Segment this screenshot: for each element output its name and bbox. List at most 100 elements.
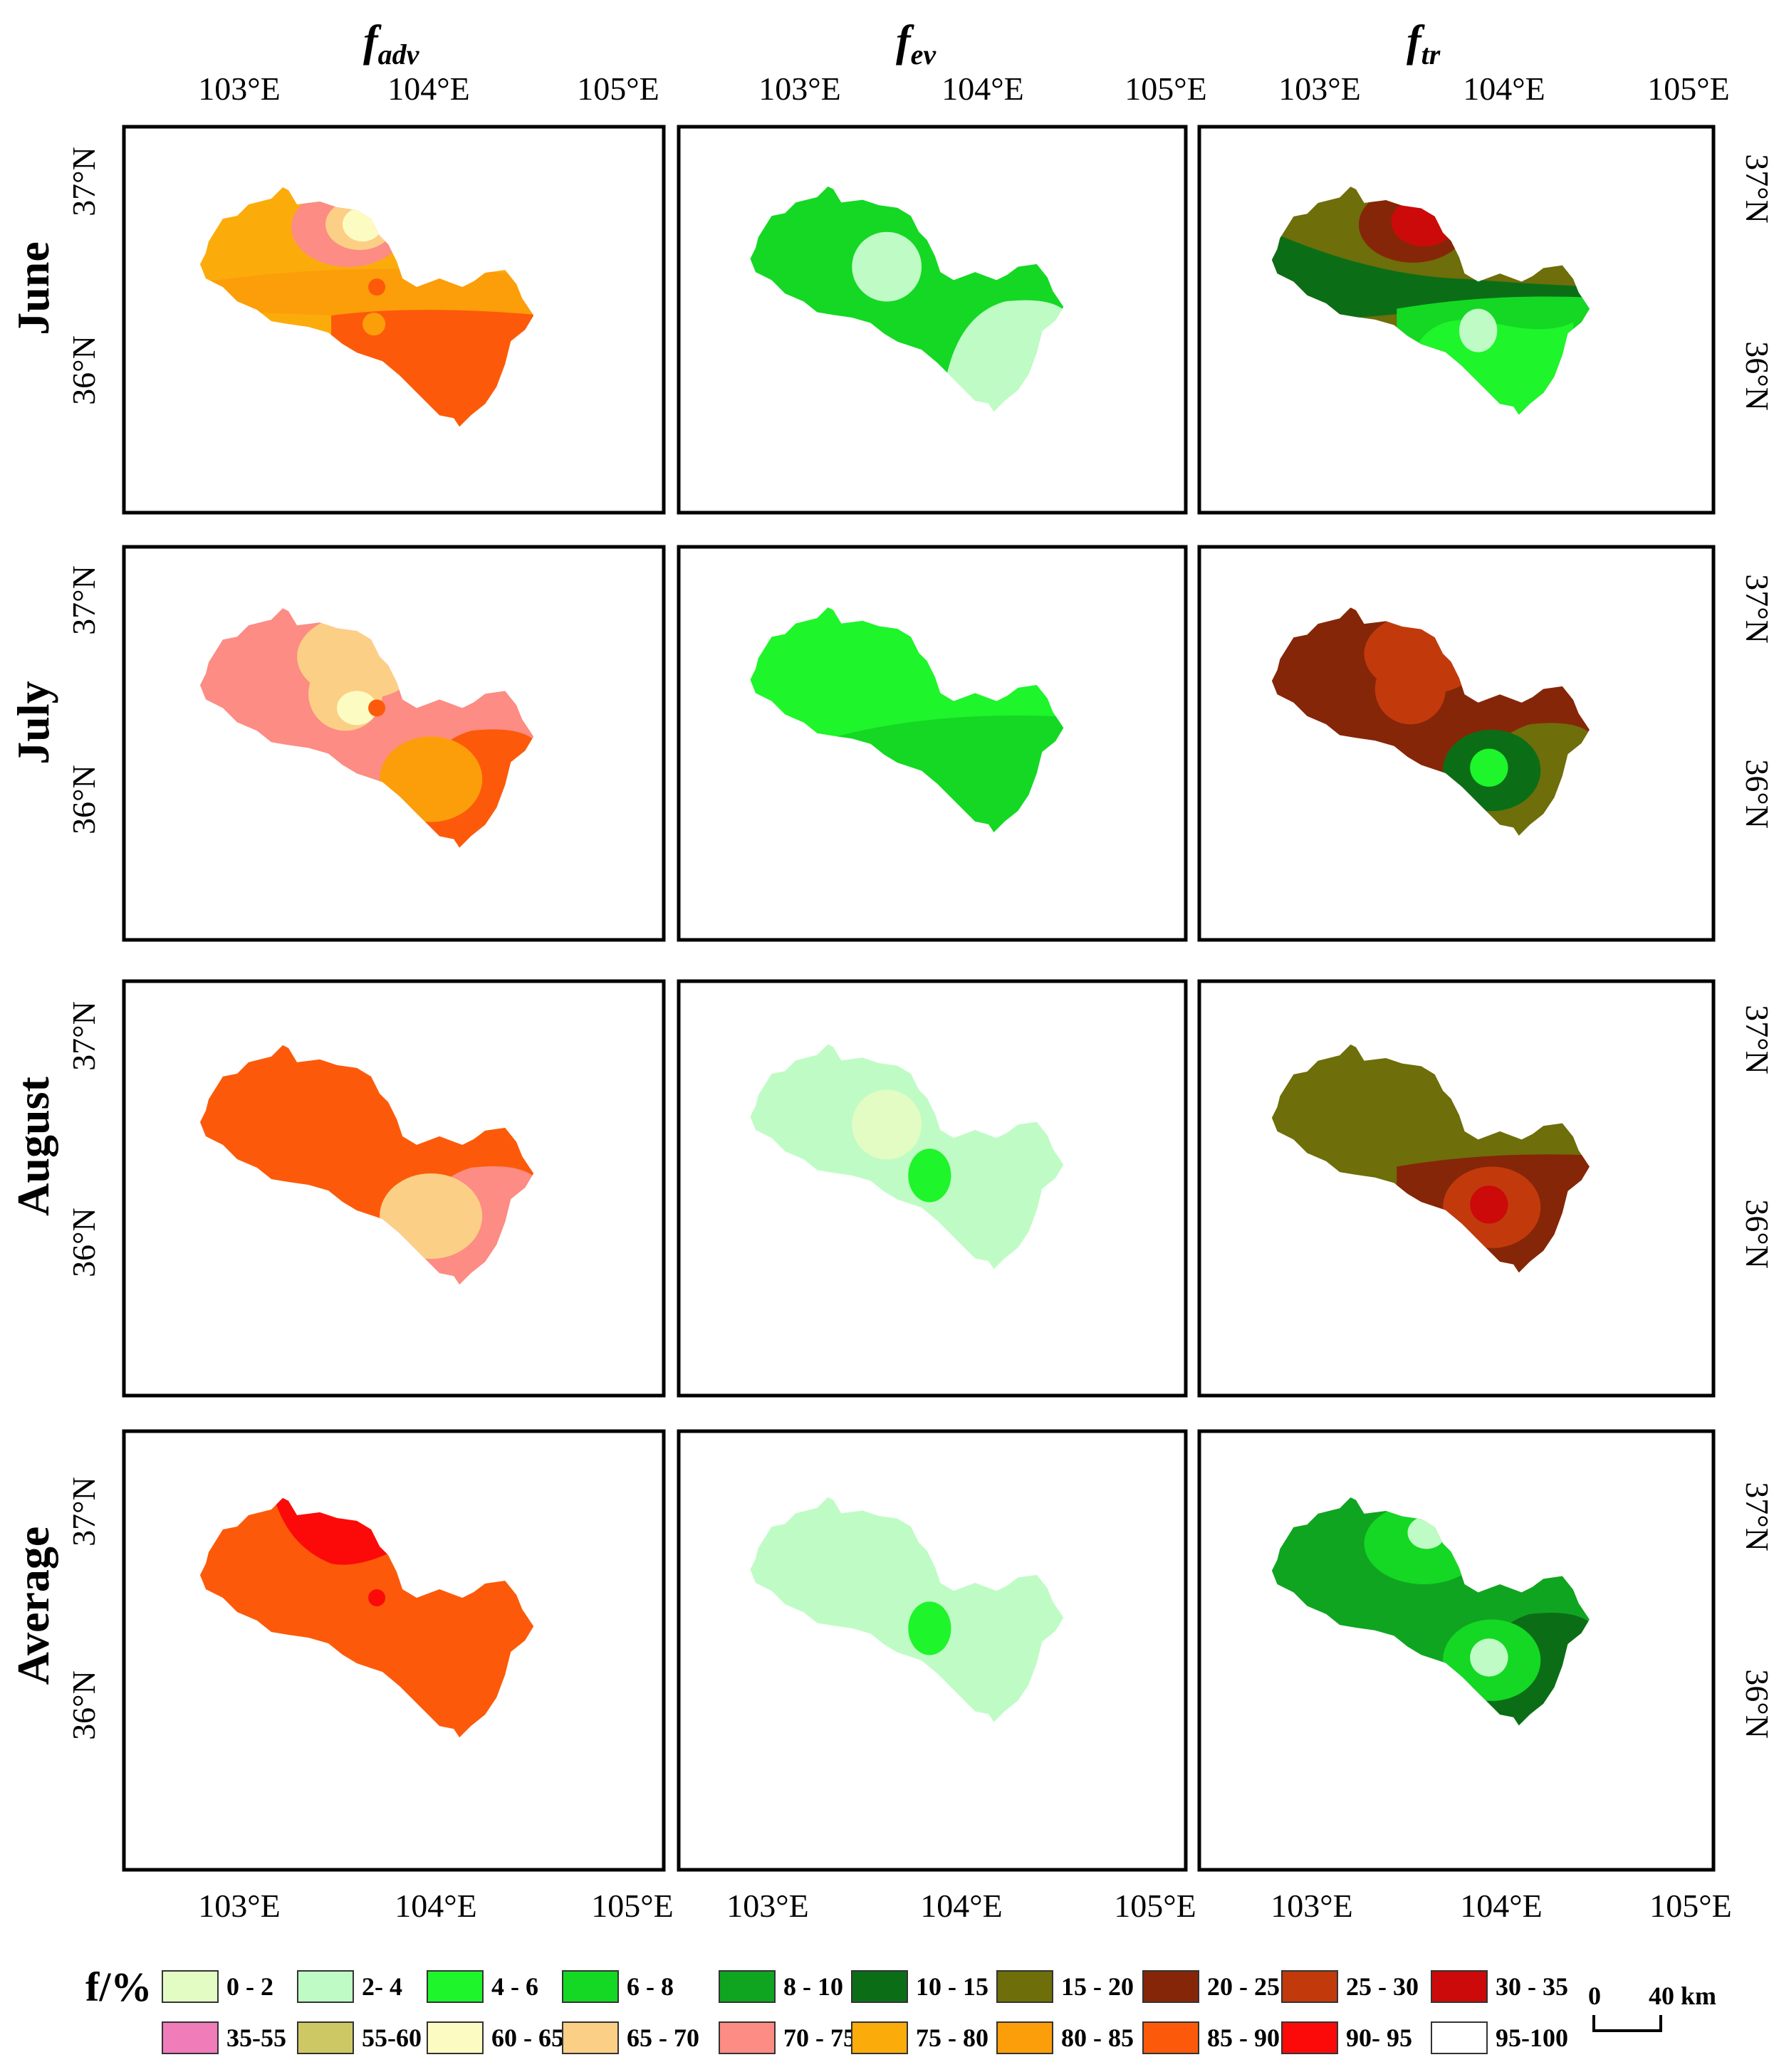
zone [852,1089,922,1160]
zone [1470,1186,1508,1224]
row-label-average: Average [8,1527,58,1685]
legend-label: 2- 4 [362,1972,402,2001]
zone [1374,654,1446,725]
legend-label: 4 - 6 [491,1972,538,2001]
legend-label: 95-100 [1496,2024,1568,2052]
legend-label: 15 - 20 [1061,1972,1134,2001]
legend-swatch [1431,2021,1488,2054]
legend: f/% 0 - 2 2- 4 4 - 6 6 - 8 8 - 10 10 - 15 15 -… [85,1964,1568,2054]
lat-label: 36°N [66,1670,102,1740]
column-titles: fadv fev ftr [363,17,1441,70]
panel-frame [1197,979,1716,1398]
legend-label: 90- 95 [1346,2024,1412,2052]
zone [368,1589,386,1607]
lat-label: 37°N [66,1477,102,1547]
zone [1459,308,1498,352]
left-latitude-labels: 37°N 36°N 37°N 36°N 37°N 36°N 37°N 36°N [66,147,102,1740]
legend-label: 80 - 85 [1061,2024,1134,2052]
map-panels [122,125,1716,1872]
lon-label: 103°E [1271,1888,1353,1924]
map-panel-august-adv [122,979,666,1398]
lon-label: 104°E [1463,70,1545,107]
legend-label: 75 - 80 [916,2024,988,2052]
map-panel-july-ev [677,545,1188,942]
zone [362,313,386,336]
zone [380,1173,483,1260]
region-fill [1271,607,1590,836]
legend-swatch [162,2021,219,2054]
legend-swatch [996,1970,1053,2003]
legend-label: 55-60 [362,2024,422,2052]
legend-label: 10 - 15 [916,1972,988,2001]
zone [1407,1516,1446,1549]
top-longitude-labels: 103°E 104°E 105°E 103°E 104°E 105°E 103°… [198,70,1730,107]
legend-swatch [562,1970,619,2003]
legend-label: 30 - 35 [1496,1972,1568,2001]
lat-label: 37°N [1739,154,1774,224]
panel-frame [677,979,1188,1398]
legend-label: 65 - 70 [627,2024,699,2052]
panel-frame [677,125,1188,515]
lon-label: 104°E [920,1888,1003,1924]
bottom-longitude-labels: 103°E 104°E 105°E 103°E 104°E 105°E 103°… [198,1888,1732,1924]
panel-frame [1197,125,1716,515]
zone-base [199,1497,534,1738]
legend-label: 8 - 10 [783,1972,843,2001]
lon-label: 104°E [395,1888,477,1924]
panel-frame [677,545,1188,942]
zone [368,278,386,296]
legend-title: f/% [85,1964,152,2010]
lon-label: 103°E [726,1888,809,1924]
right-latitude-labels: 37°N 36°N 37°N 36°N 37°N 36°N 37°N 36°N [1739,154,1774,1739]
map-panel-june-ev [677,125,1188,515]
lon-label: 103°E [198,1888,281,1924]
map-panel-july-tr [1197,545,1716,942]
panel-frame [122,125,666,515]
map-panel-august-tr [1197,979,1716,1398]
legend-swatch [1431,1970,1488,2003]
legend-swatch [1142,2021,1199,2054]
panel-frame [1197,545,1716,942]
region-fill [1271,1497,1590,1726]
lat-label: 36°N [1739,1199,1774,1269]
legend-swatch [1281,1970,1338,2003]
lon-label: 104°E [1460,1888,1543,1924]
zone [908,1601,951,1655]
zone [1470,1638,1508,1677]
legend-swatch [719,2021,776,2054]
zone [852,231,922,302]
lon-label: 105°E [1649,1888,1732,1924]
lon-label: 105°E [1125,70,1207,107]
lon-label: 104°E [387,70,470,107]
panel-frame [122,979,666,1398]
lat-label: 37°N [1739,1482,1774,1552]
zone [368,699,386,717]
region-fill [1271,1044,1590,1273]
legend-swatch [297,1970,354,2003]
panel-frame [1197,1429,1716,1872]
legend-label: 70 - 75 [783,2024,856,2052]
map-panel-average-ev [677,1429,1188,1872]
zone [820,715,1064,832]
zone [908,1149,951,1203]
region-fill [750,607,1064,832]
region-fill [199,1045,534,1285]
row-label-june: June [8,241,58,335]
lon-label: 105°E [1647,70,1730,107]
legend-swatch [851,2021,908,2054]
lat-label: 37°N [1739,1005,1774,1074]
lat-label: 36°N [66,1208,102,1277]
legend-swatch [562,2021,619,2054]
row-label-august: August [8,1077,58,1216]
legend-label: 60 - 65 [491,2024,564,2052]
panel-frame [677,1429,1188,1872]
column-title-adv: fadv [363,17,420,70]
region-fill [199,1497,534,1738]
region-fill [750,1497,1064,1722]
lat-label: 36°N [66,765,102,834]
legend-label: 85 - 90 [1207,2024,1280,2052]
lat-label: 37°N [66,565,102,635]
row-labels: June July August Average [8,241,58,1685]
zone [337,691,377,726]
